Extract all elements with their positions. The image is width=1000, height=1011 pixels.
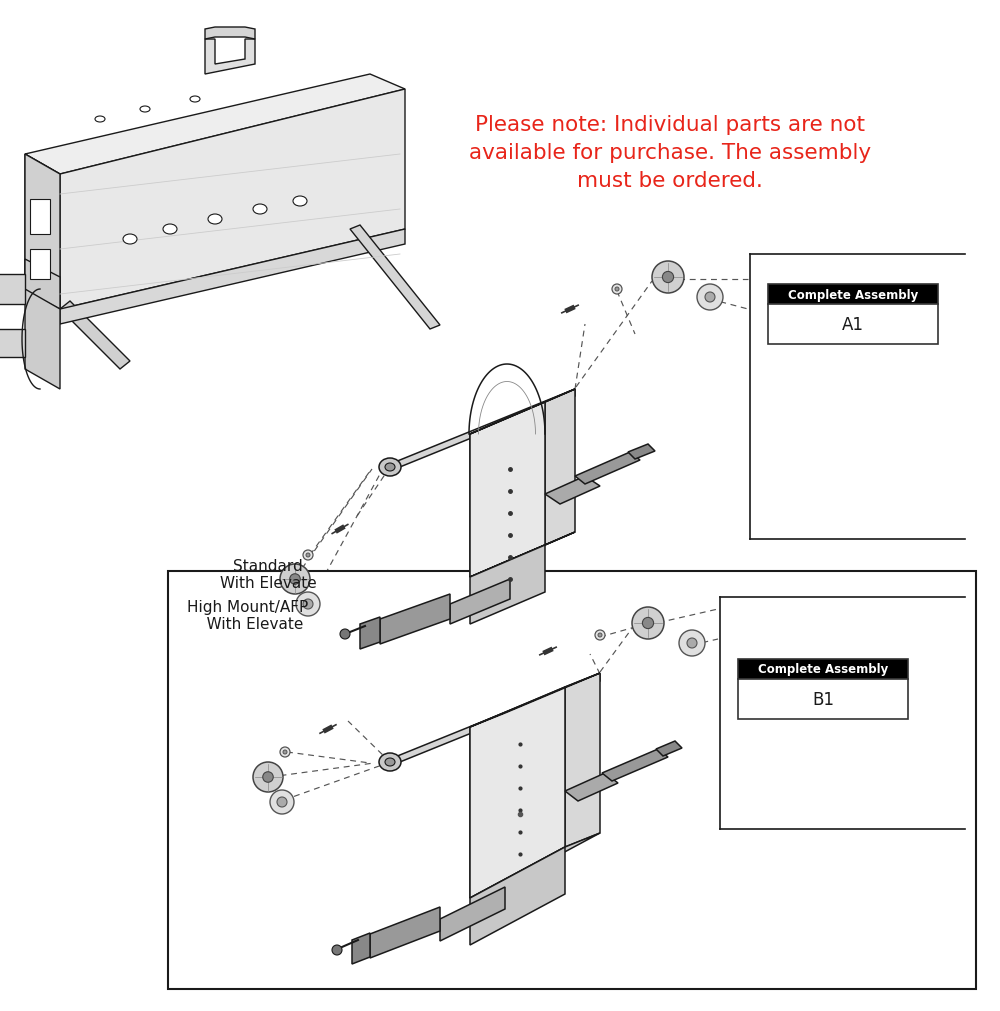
Bar — [768, 304, 938, 345]
Polygon shape — [25, 290, 60, 389]
Text: Complete Assembly: Complete Assembly — [788, 288, 918, 301]
Circle shape — [595, 631, 605, 640]
Polygon shape — [470, 389, 575, 435]
Polygon shape — [470, 687, 565, 898]
Text: Standard
With Elevate: Standard With Elevate — [220, 558, 316, 590]
Ellipse shape — [123, 235, 137, 245]
Ellipse shape — [190, 97, 200, 103]
Circle shape — [642, 618, 654, 629]
Polygon shape — [565, 673, 600, 847]
Polygon shape — [470, 533, 575, 577]
Polygon shape — [60, 229, 405, 325]
Polygon shape — [0, 330, 25, 358]
Polygon shape — [575, 453, 640, 484]
Polygon shape — [350, 225, 440, 330]
Circle shape — [283, 750, 287, 754]
Circle shape — [253, 762, 283, 793]
Text: High Mount/AFP
   With Elevate: High Mount/AFP With Elevate — [187, 600, 309, 632]
Circle shape — [632, 608, 664, 639]
Circle shape — [290, 574, 300, 584]
Circle shape — [277, 798, 287, 807]
Polygon shape — [470, 847, 565, 945]
Polygon shape — [60, 90, 405, 309]
Polygon shape — [656, 741, 682, 756]
Polygon shape — [628, 445, 655, 460]
Bar — [30, 250, 50, 280]
Polygon shape — [440, 887, 505, 941]
Text: Please note: Individual parts are not
available for purchase. The assembly
must : Please note: Individual parts are not av… — [469, 115, 871, 191]
Polygon shape — [390, 389, 575, 471]
Circle shape — [263, 772, 273, 783]
Polygon shape — [370, 907, 440, 958]
Circle shape — [705, 293, 715, 302]
Ellipse shape — [379, 753, 401, 771]
Ellipse shape — [253, 205, 267, 214]
Circle shape — [679, 631, 705, 656]
Polygon shape — [450, 579, 510, 625]
Text: B1: B1 — [812, 691, 834, 709]
Circle shape — [280, 747, 290, 757]
Bar — [738, 659, 908, 679]
Polygon shape — [470, 546, 545, 625]
Text: Complete Assembly: Complete Assembly — [758, 663, 888, 675]
Bar — [30, 200, 50, 235]
Polygon shape — [205, 28, 255, 40]
Circle shape — [280, 564, 310, 594]
Polygon shape — [0, 275, 25, 304]
Polygon shape — [205, 40, 255, 75]
Ellipse shape — [379, 459, 401, 476]
Circle shape — [296, 592, 320, 617]
Polygon shape — [470, 833, 600, 898]
Ellipse shape — [208, 214, 222, 224]
Polygon shape — [470, 673, 600, 727]
Text: A1: A1 — [842, 315, 864, 334]
Circle shape — [303, 550, 313, 560]
Polygon shape — [602, 749, 668, 782]
Ellipse shape — [293, 197, 307, 207]
Circle shape — [652, 262, 684, 294]
Polygon shape — [470, 714, 505, 898]
Polygon shape — [25, 75, 405, 175]
Bar — [738, 679, 908, 719]
Polygon shape — [360, 618, 380, 649]
Ellipse shape — [385, 463, 395, 471]
Circle shape — [340, 630, 350, 639]
Polygon shape — [60, 301, 130, 370]
Ellipse shape — [140, 107, 150, 113]
Polygon shape — [470, 422, 500, 577]
Circle shape — [662, 272, 674, 283]
Polygon shape — [380, 594, 450, 644]
Polygon shape — [352, 933, 370, 964]
Polygon shape — [470, 402, 545, 577]
Circle shape — [598, 633, 602, 637]
Circle shape — [687, 638, 697, 648]
Ellipse shape — [95, 117, 105, 123]
Circle shape — [612, 285, 622, 295]
Polygon shape — [25, 155, 60, 309]
Ellipse shape — [385, 758, 395, 766]
Circle shape — [697, 285, 723, 310]
Bar — [168, 571, 976, 989]
Bar — [768, 285, 938, 304]
Ellipse shape — [163, 224, 177, 235]
Polygon shape — [25, 260, 60, 309]
Circle shape — [270, 791, 294, 814]
Polygon shape — [565, 773, 618, 801]
Polygon shape — [25, 155, 60, 309]
Polygon shape — [545, 476, 600, 504]
Polygon shape — [545, 389, 575, 546]
Polygon shape — [390, 674, 600, 766]
Circle shape — [306, 553, 310, 557]
Circle shape — [332, 945, 342, 955]
Circle shape — [303, 600, 313, 610]
Circle shape — [615, 288, 619, 292]
